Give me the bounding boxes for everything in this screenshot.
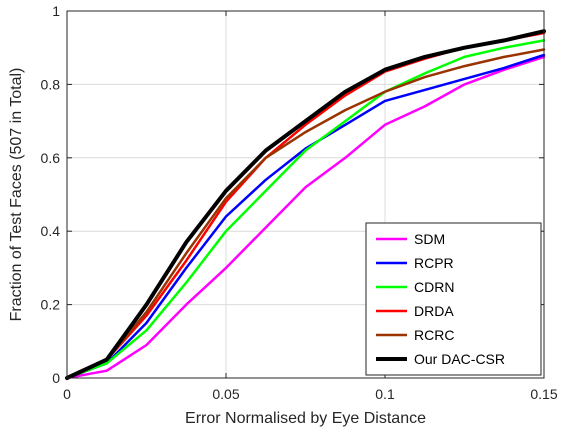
legend-label-sdm: SDM: [414, 231, 445, 247]
series-line-our-dac-csr: [65, 29, 546, 380]
legend-label-rcrc: RCRC: [414, 327, 454, 343]
legend-label-cdrn: CDRN: [414, 279, 454, 295]
x-tick-label: 0.15: [530, 386, 557, 402]
legend: SDM RCPR CDRN DRDA RCRC Our DAC-CSR: [365, 222, 542, 376]
series-lines: [65, 29, 546, 380]
y-tick-label: 1: [52, 3, 60, 19]
legend-box: [365, 222, 542, 376]
y-tick-label: 0.2: [41, 297, 61, 313]
tick-labels: 0 0.05 0.1 0.15 0 0.2 0.4 0.6 0.8 1: [41, 3, 558, 402]
y-tick-label: 0.8: [41, 76, 61, 92]
x-tick-label: 0: [63, 386, 71, 402]
series-line-sdm: [65, 55, 546, 380]
series-line-cdrn: [65, 39, 546, 380]
y-tick-label: 0.6: [41, 150, 61, 166]
x-tick-label: 0.05: [212, 386, 239, 402]
y-tick-label: 0.4: [41, 223, 61, 239]
series-line-rcpr: [65, 53, 546, 380]
legend-label-our-dac-csr: Our DAC-CSR: [414, 351, 505, 367]
x-axis-label: Error Normalised by Eye Distance: [185, 410, 426, 427]
y-axis-label: Fraction of Test Faces (507 in Total): [8, 68, 25, 322]
y-tick-label: 0: [52, 370, 60, 386]
legend-label-rcpr: RCPR: [414, 255, 454, 271]
plot-frame: [66, 10, 545, 379]
x-tick-label: 0.1: [375, 386, 395, 402]
legend-label-drda: DRDA: [414, 303, 454, 319]
series-line-rcrc: [65, 48, 546, 380]
